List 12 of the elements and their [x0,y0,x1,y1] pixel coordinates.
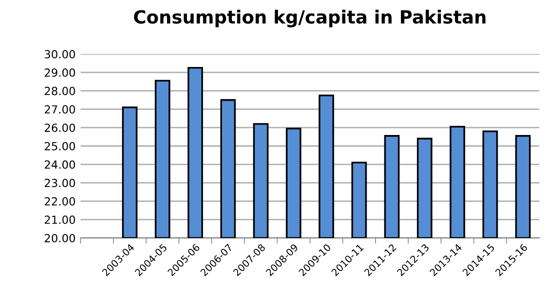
y-tick-label: 20.00 [44,234,76,242]
y-tick-label: 25.00 [44,142,76,150]
y-tick-label: 27.00 [44,105,76,114]
chart-title: Consumption kg/capita in Pakistan [134,10,486,28]
y-tick-label: 23.00 [44,178,76,188]
y-tick-label: 29.00 [44,68,76,77]
y-tick-label: 26.00 [44,124,76,132]
y-tick-label: 28.00 [44,86,76,96]
y-tick-label: 30.00 [44,50,76,58]
y-tick-label: 21.00 [44,216,76,224]
y-tick-label: 22.00 [44,197,76,206]
y-tick-label: 24.00 [44,160,76,169]
